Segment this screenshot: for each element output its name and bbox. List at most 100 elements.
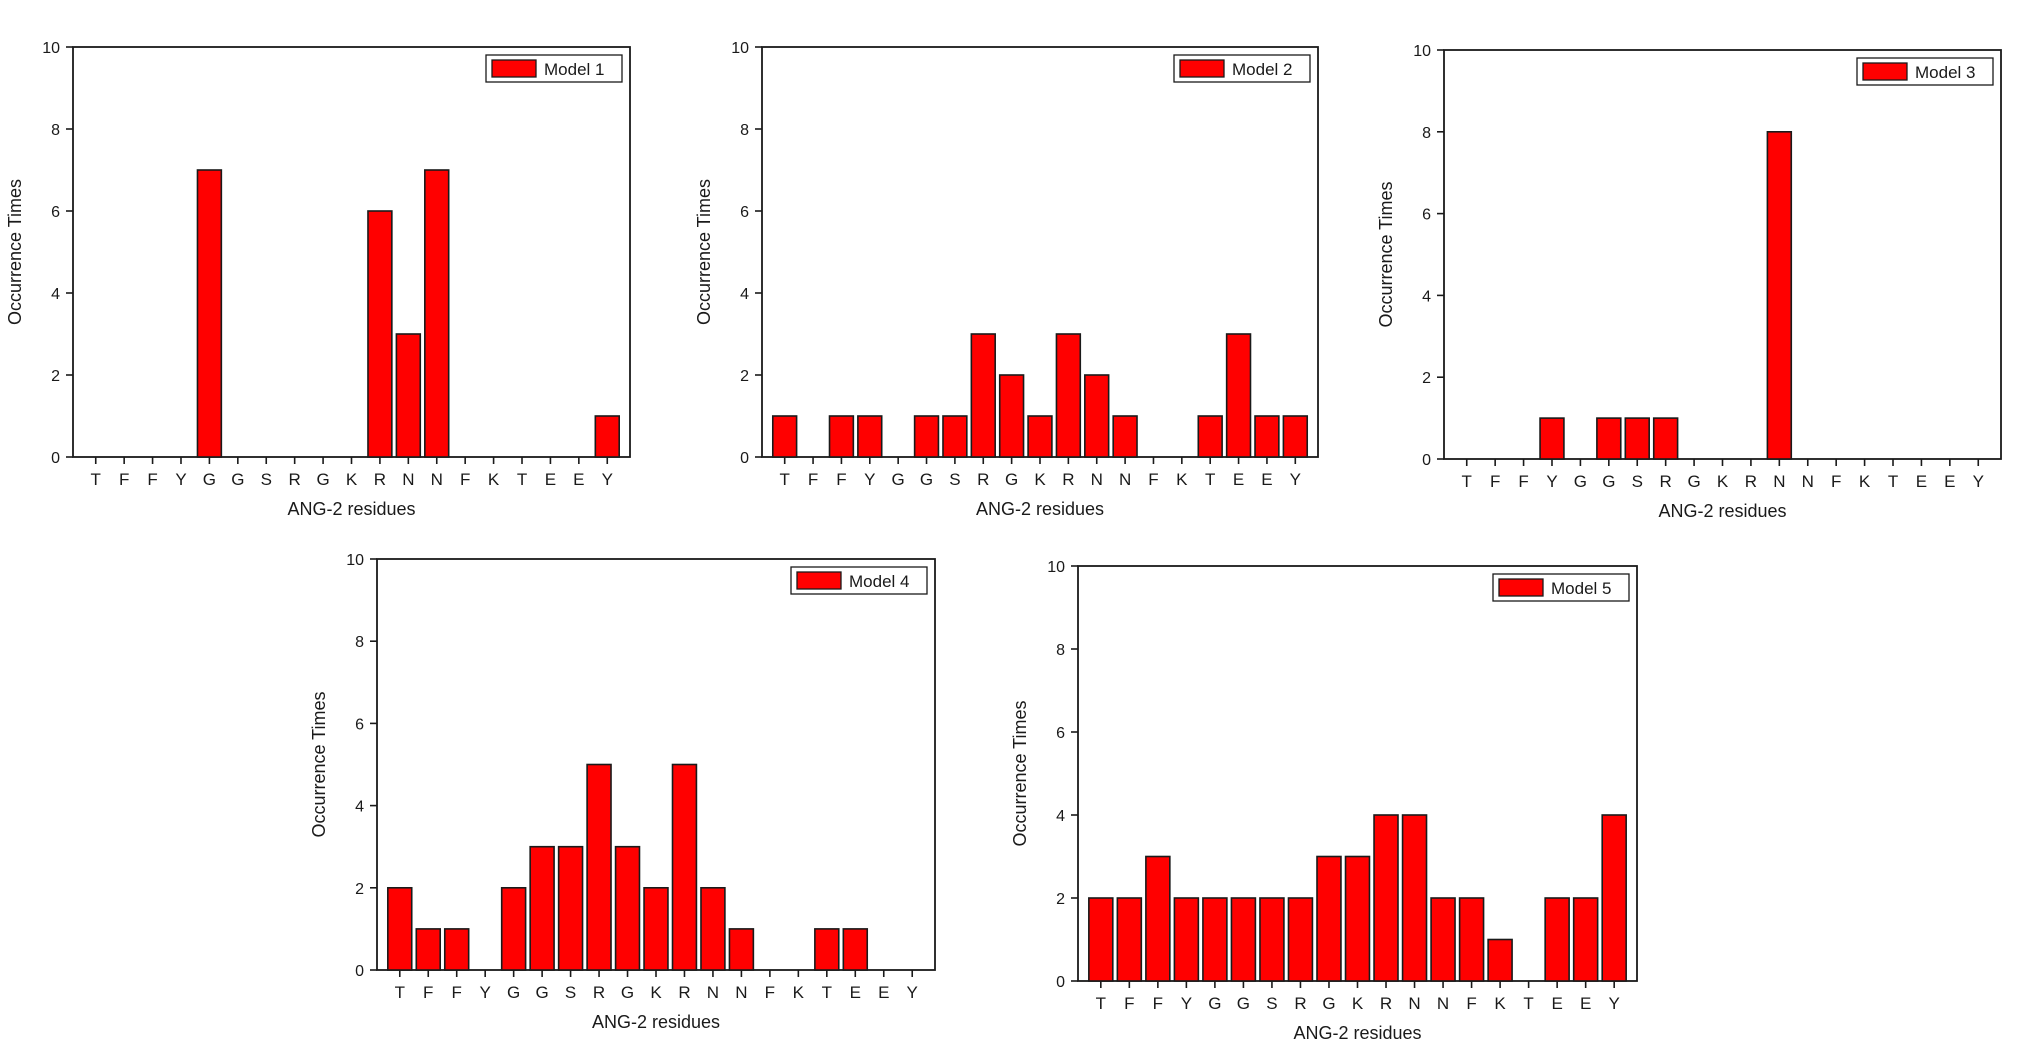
- chart-5-bar: [1173, 897, 1200, 982]
- chart-3-x-tick-label: F: [1831, 472, 1841, 491]
- chart-2-bar: [1055, 333, 1082, 458]
- chart-1-y-axis-title: Occurrence Times: [5, 179, 25, 325]
- chart-2-x-tick-label: R: [977, 470, 989, 489]
- chart-5-x-tick-label: Y: [1609, 994, 1620, 1013]
- chart-3-y-axis-title: Occurrence Times: [1376, 181, 1396, 327]
- chart-3-x-tick-label: G: [1687, 472, 1700, 491]
- chart-1-x-axis-title: ANG-2 residues: [287, 499, 415, 519]
- chart-5-x-tick-label: K: [1494, 994, 1506, 1013]
- chart-3-x-tick-label: E: [1916, 472, 1927, 491]
- chart-4-x-tick-label: Y: [480, 983, 491, 1002]
- chart-4-bar: [614, 845, 641, 971]
- chart-5-x-tick-label: F: [1153, 994, 1163, 1013]
- chart-4-x-tick-label: N: [735, 983, 747, 1002]
- chart-4-legend-swatch: [796, 571, 842, 590]
- chart-1-x-tick-label: R: [374, 470, 386, 489]
- chart-4-x-axis-title: ANG-2 residues: [592, 1012, 720, 1032]
- chart-4-bar: [415, 928, 442, 971]
- chart-5-y-tick-label: 10: [1047, 559, 1065, 576]
- chart-4-bar: [700, 886, 726, 971]
- chart-4-y-axis-title: Occurrence Times: [309, 691, 329, 837]
- chart-2-legend-swatch: [1179, 59, 1225, 78]
- chart-3-y-tick-label: 4: [1422, 288, 1431, 305]
- chart-3-x-tick-label: K: [1717, 472, 1729, 491]
- chart-2-bar: [1225, 333, 1252, 458]
- chart-3-x-tick-label: R: [1745, 472, 1757, 491]
- chart-1-bar: [424, 169, 450, 458]
- chart-2-x-tick-label: N: [1091, 470, 1103, 489]
- chart-3-bar: [1652, 417, 1679, 460]
- chart-5-bar: [1202, 897, 1228, 982]
- chart-2-x-tick-label: F: [808, 470, 818, 489]
- chart-1-x-tick-label: G: [316, 470, 329, 489]
- chart-4-bar: [529, 845, 555, 971]
- chart-5-bar: [1373, 814, 1399, 982]
- chart-5-bar: [1316, 855, 1342, 982]
- chart-5-y-tick-label: 0: [1056, 974, 1065, 991]
- chart-3-x-tick-label: G: [1602, 472, 1615, 491]
- chart-3-x-tick-label: F: [1518, 472, 1528, 491]
- chart-5-x-tick-label: N: [1408, 994, 1420, 1013]
- chart-2-bar: [1112, 415, 1138, 458]
- chart-2-x-tick-label: K: [1034, 470, 1046, 489]
- chart-1-bar: [367, 210, 393, 458]
- chart-3-x-tick-label: S: [1632, 472, 1643, 491]
- chart-3-x-tick-label: G: [1574, 472, 1587, 491]
- chart-3-x-tick-label: Y: [1546, 472, 1557, 491]
- chart-2-x-tick-label: N: [1119, 470, 1131, 489]
- chart-2-x-tick-label: Y: [864, 470, 875, 489]
- chart-5-x-tick-label: R: [1294, 994, 1306, 1013]
- chart-1-x-tick-label: F: [147, 470, 157, 489]
- chart-3-x-tick-label: T: [1462, 472, 1472, 491]
- chart-3-x-tick-label: T: [1888, 472, 1898, 491]
- chart-1-bar: [196, 169, 223, 458]
- chart-2-bar: [857, 415, 883, 458]
- chart-4-y-tick-label: 2: [355, 881, 364, 898]
- chart-3-plot-frame: [1443, 49, 2002, 460]
- chart-3-y-tick-label: 10: [1413, 43, 1431, 60]
- chart-5-x-tick-label: G: [1237, 994, 1250, 1013]
- chart-2-x-tick-label: T: [779, 470, 789, 489]
- chart-3-y-tick-label: 2: [1422, 370, 1431, 387]
- chart-4-bar: [728, 928, 755, 971]
- chart-2-x-tick-label: S: [949, 470, 960, 489]
- chart-4-x-tick-label: T: [395, 983, 405, 1002]
- chart-1-legend-swatch: [491, 59, 537, 78]
- chart-3-bar: [1539, 417, 1565, 460]
- chart-5-x-tick-label: F: [1466, 994, 1476, 1013]
- chart-2-bar: [970, 333, 996, 458]
- chart-5-x-tick-label: T: [1523, 994, 1533, 1013]
- chart-2-y-tick-label: 0: [740, 450, 749, 467]
- chart-2-bar: [1197, 415, 1223, 458]
- chart-1-x-tick-label: T: [517, 470, 527, 489]
- chart-5-bar: [1430, 897, 1456, 982]
- chart-2-bar: [771, 415, 798, 458]
- chart-4-y-tick-label: 0: [355, 963, 364, 980]
- chart-5-x-tick-label: E: [1580, 994, 1591, 1013]
- chart-2-x-tick-label: F: [1148, 470, 1158, 489]
- chart-5-bar: [1401, 814, 1428, 982]
- chart-4-x-tick-label: N: [707, 983, 719, 1002]
- chart-3-bar: [1624, 417, 1650, 460]
- chart-4-x-tick-label: G: [507, 983, 520, 1002]
- chart-3-x-tick-label: R: [1660, 472, 1672, 491]
- chart-4-x-tick-label: E: [878, 983, 889, 1002]
- chart-1-plot-frame: [72, 46, 631, 458]
- chart-5-x-tick-label: N: [1437, 994, 1449, 1013]
- chart-4-x-tick-label: F: [765, 983, 775, 1002]
- chart-3-legend-swatch: [1862, 62, 1908, 81]
- chart-4-y-tick-label: 8: [355, 634, 364, 651]
- chart-5-bar: [1116, 897, 1143, 982]
- chart-4-bar: [586, 763, 612, 971]
- chart-5-x-tick-label: K: [1352, 994, 1364, 1013]
- chart-5-bar: [1088, 897, 1114, 982]
- chart-5-y-axis-title: Occurrence Times: [1010, 700, 1030, 846]
- chart-4-bar: [387, 886, 413, 971]
- chart-4-legend-label: Model 4: [849, 572, 909, 591]
- chart-2-bar: [1027, 415, 1053, 458]
- chart-1-x-tick-label: N: [431, 470, 443, 489]
- chart-5-bar: [1344, 855, 1371, 982]
